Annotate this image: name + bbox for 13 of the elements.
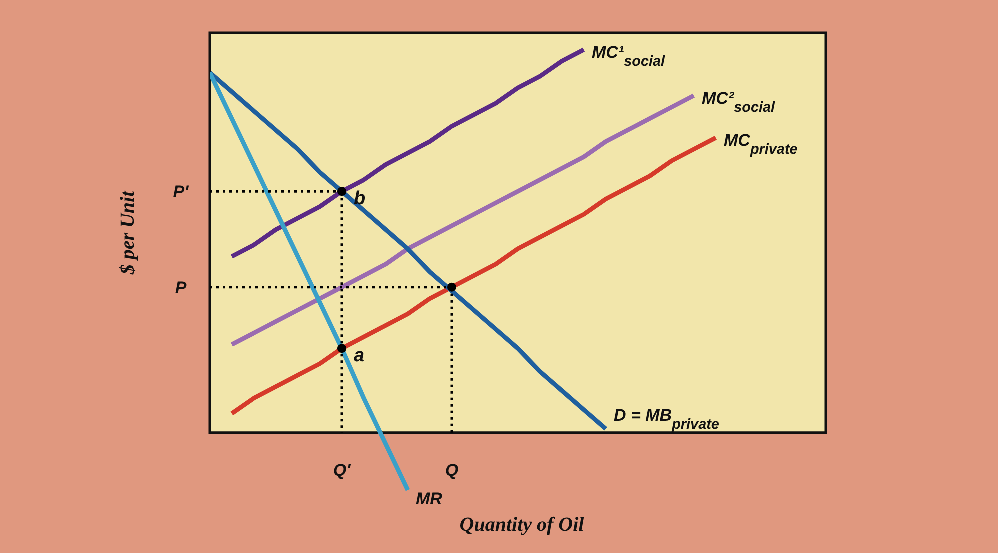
y-axis-title: $ per Unit <box>117 190 139 276</box>
x-axis-title: Quantity of Oil <box>460 514 585 536</box>
series-label: MC²$_{social}$ <box>702 88 776 116</box>
x-tick-label: Q <box>445 461 459 480</box>
text: P <box>175 278 188 298</box>
series-label: D = MB$_{private}$ <box>614 406 720 434</box>
text: P' <box>173 182 190 202</box>
annotation: b <box>354 188 366 210</box>
series-label: MC$_{private}$ <box>724 130 798 158</box>
series-label: MR <box>416 489 444 508</box>
annotation: a <box>354 346 365 367</box>
series-label: MC¹$_{social}$ <box>592 42 666 70</box>
x-tick-label: Q' <box>333 461 352 480</box>
